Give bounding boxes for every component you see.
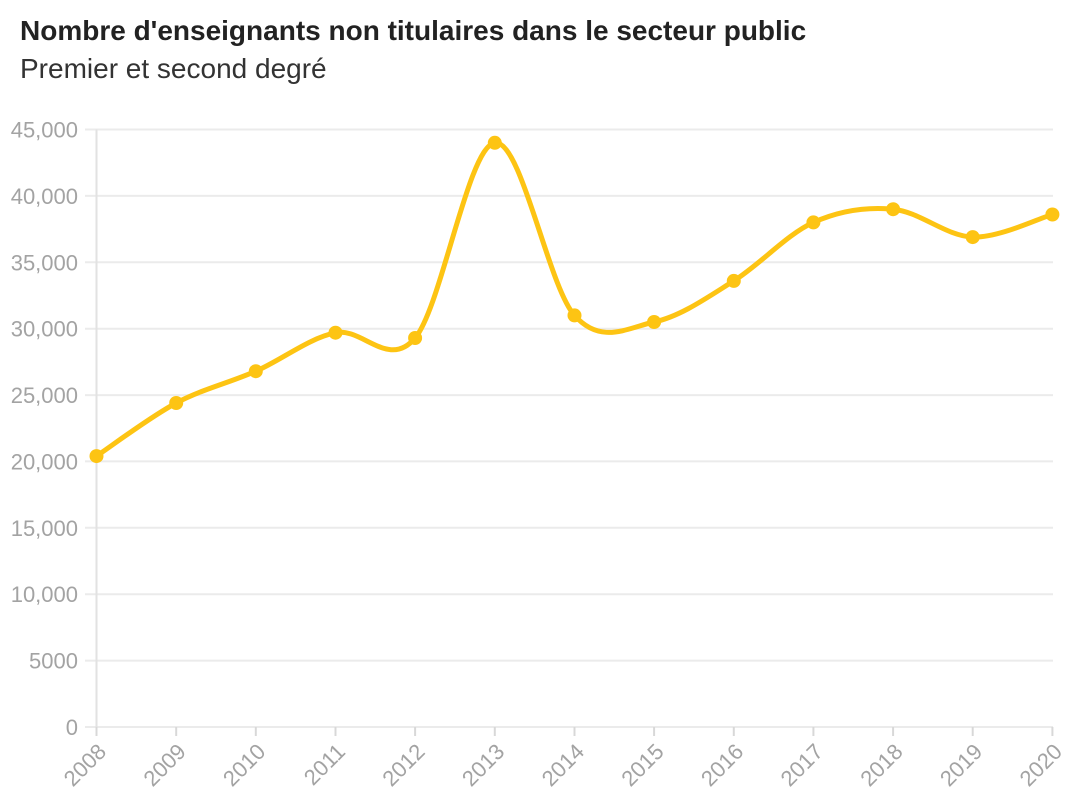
x-axis-tick-label: 2015 [616, 739, 668, 791]
data-point-2019[interactable] [965, 230, 980, 245]
data-point-2014[interactable] [567, 308, 582, 323]
x-axis-tick-label: 2019 [935, 739, 987, 791]
y-axis-tick-label: 40,000 [11, 184, 78, 209]
y-axis-tick-label: 0 [66, 715, 78, 740]
x-axis-tick-label: 2018 [855, 739, 907, 791]
x-axis-tick-label: 2014 [537, 739, 589, 791]
y-axis-tick-label: 5000 [29, 649, 78, 674]
y-axis-tick-label: 15,000 [11, 516, 78, 541]
data-point-2011[interactable] [328, 325, 343, 340]
x-axis-tick-label: 2017 [776, 739, 828, 791]
y-axis-tick-label: 35,000 [11, 250, 78, 275]
x-axis-tick-label: 2008 [59, 739, 111, 791]
data-point-2013[interactable] [487, 135, 502, 150]
data-point-2018[interactable] [886, 202, 901, 217]
data-point-2010[interactable] [248, 364, 263, 379]
trend-line [94, 140, 1055, 459]
y-axis-tick-label: 25,000 [11, 383, 78, 408]
y-axis-tick-label: 10,000 [11, 582, 78, 607]
data-point-2012[interactable] [408, 331, 423, 345]
x-axis-tick-label: 2010 [218, 739, 270, 791]
y-axis-tick-label: 30,000 [11, 317, 78, 342]
data-point-2008[interactable] [89, 449, 104, 464]
y-axis-tick-label: 45,000 [11, 118, 78, 143]
data-point-2017[interactable] [806, 215, 821, 230]
x-axis-tick-label: 2009 [138, 739, 190, 791]
x-axis-tick-label: 2012 [377, 739, 429, 791]
chart-subtitle: Premier et second degré [20, 53, 327, 84]
chart-title: Nombre d'enseignants non titulaires dans… [20, 15, 807, 46]
x-axis-tick-label: 2020 [1015, 739, 1067, 791]
data-point-2020[interactable] [1045, 207, 1060, 222]
data-point-2016[interactable] [726, 273, 741, 288]
data-point-2009[interactable] [169, 396, 184, 410]
data-point-2015[interactable] [647, 315, 662, 329]
x-axis-tick-label: 2011 [299, 739, 350, 790]
x-axis-tick-label: 2016 [696, 739, 748, 791]
chart-header: Nombre d'enseignants non titulaires dans… [20, 12, 1060, 88]
y-axis-tick-label: 20,000 [11, 449, 78, 474]
x-axis-tick-label: 2013 [457, 739, 509, 791]
